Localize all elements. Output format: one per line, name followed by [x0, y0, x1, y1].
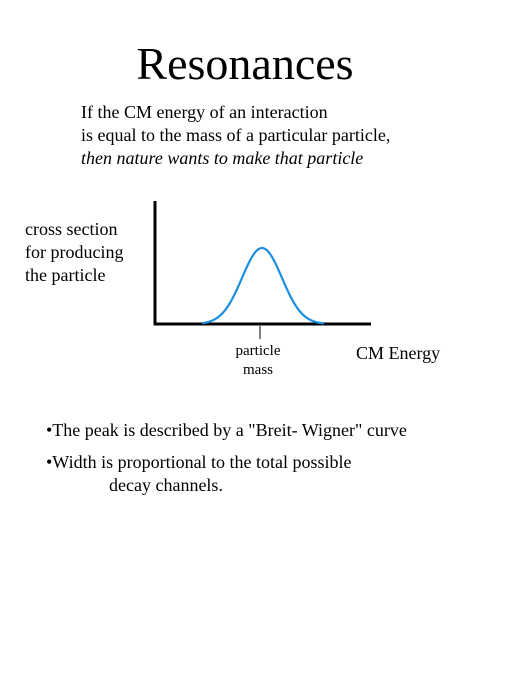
y-axis-label-line-1: cross section — [25, 219, 118, 239]
bullet-item: •The peak is described by a "Breit- Wign… — [46, 419, 407, 442]
intro-line-3: then nature wants to make that particle — [81, 148, 364, 168]
bullet-continuation: decay channels. — [109, 475, 223, 495]
intro-text: If the CM energy of an interaction is eq… — [81, 101, 390, 170]
bullet-list: •The peak is described by a "Breit- Wign… — [46, 419, 407, 506]
peak-label-line-1: particle — [235, 343, 281, 359]
intro-line-2: is equal to the mass of a particular par… — [81, 125, 391, 145]
bullet-text: •The peak is described by a "Breit- Wign… — [46, 420, 407, 440]
peak-label-line-2: mass — [243, 362, 273, 378]
y-axis-label-line-2: for producing — [25, 242, 124, 262]
x-axis-label: CM Energy — [356, 343, 441, 363]
peak-label: particle mass — [218, 342, 298, 380]
intro-line-1: If the CM energy of an interaction — [81, 102, 328, 122]
page-title: Resonances — [136, 38, 354, 89]
y-axis-label-line-3: the particle — [25, 265, 106, 285]
y-axis-label: cross section for producing the particle — [25, 218, 123, 287]
bullet-text: •Width is proportional to the total poss… — [46, 452, 352, 472]
breit-wigner-curve — [201, 246, 325, 325]
bullet-item: •Width is proportional to the total poss… — [46, 451, 407, 497]
